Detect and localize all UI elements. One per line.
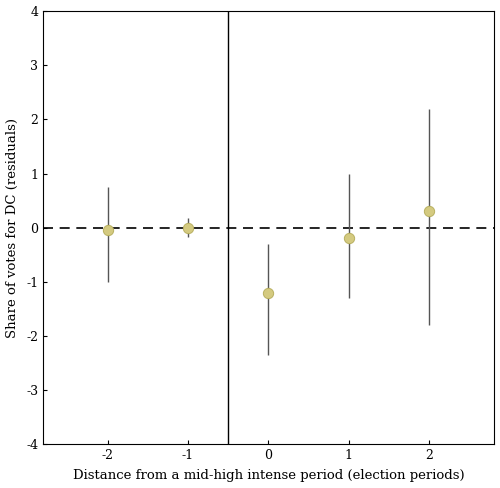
Point [264, 288, 272, 296]
Y-axis label: Share of votes for DC (residuals): Share of votes for DC (residuals) [6, 118, 20, 338]
Point [104, 226, 112, 234]
Point [345, 235, 353, 243]
Point [426, 207, 434, 215]
X-axis label: Distance from a mid-high intense period (election periods): Distance from a mid-high intense period … [72, 469, 464, 482]
Point [184, 224, 192, 231]
